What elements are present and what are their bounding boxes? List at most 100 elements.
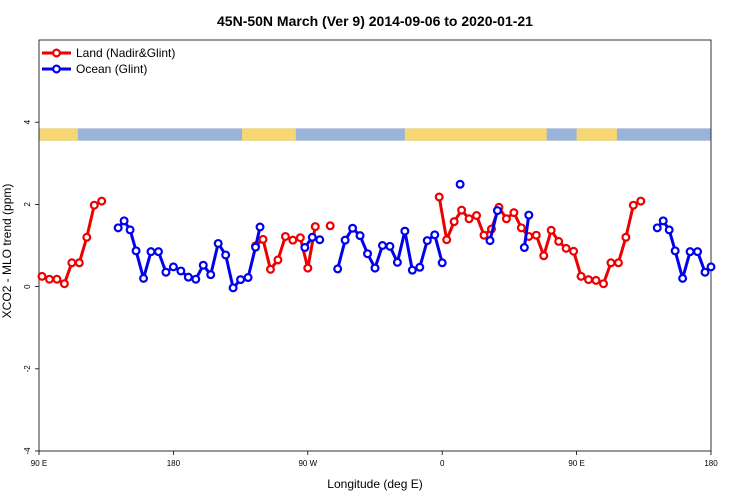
legend-marker-land <box>51 48 61 58</box>
data-point <box>333 264 343 274</box>
data-point <box>519 243 529 253</box>
series-land <box>37 192 646 289</box>
series-line <box>522 214 531 248</box>
data-point <box>385 241 395 251</box>
data-point <box>628 200 638 210</box>
data-point <box>569 246 579 256</box>
data-point <box>400 226 410 236</box>
data-point <box>430 230 440 240</box>
data-point <box>479 230 489 240</box>
data-point <box>198 260 208 270</box>
data-point <box>348 223 358 233</box>
data-point <box>652 223 662 233</box>
data-point <box>377 241 387 251</box>
data-point <box>693 247 703 257</box>
land-ocean-strip <box>39 128 711 141</box>
data-point <box>442 235 452 245</box>
data-point <box>176 266 186 276</box>
data-point <box>706 262 716 272</box>
series-line <box>488 210 499 241</box>
data-point <box>113 223 123 233</box>
y-tick-label: -2 <box>23 365 32 373</box>
data-point <box>584 275 594 285</box>
series-ocean <box>113 179 716 293</box>
data-point <box>59 279 69 289</box>
data-point <box>255 222 265 232</box>
legend-item-ocean: Ocean (Glint) <box>42 62 147 76</box>
y-axis-ticks: -4 -2 0 2 4 <box>23 119 39 455</box>
data-point <box>310 222 320 232</box>
y-tick-label: 0 <box>23 284 32 289</box>
data-point <box>146 247 156 257</box>
series-line <box>437 196 642 286</box>
data-point <box>658 216 668 226</box>
x-tick-label: 180 <box>704 459 718 468</box>
data-point <box>228 283 238 293</box>
data-point <box>464 214 474 224</box>
data-point <box>355 231 365 241</box>
data-point <box>168 262 178 272</box>
y-tick-label: 2 <box>23 202 32 207</box>
data-point <box>125 225 135 235</box>
data-point <box>82 232 92 242</box>
chart-title: 45N-50N March (Ver 9) 2014-09-06 to 2020… <box>217 13 533 29</box>
data-point <box>221 250 231 260</box>
data-point <box>434 192 444 202</box>
data-point <box>531 230 541 240</box>
data-point <box>685 247 695 257</box>
data-point <box>325 221 335 231</box>
data-point <box>236 275 246 285</box>
legend-item-land: Land (Nadir&Glint) <box>42 46 175 60</box>
data-point <box>576 271 586 281</box>
data-point <box>598 279 608 289</box>
legend: Land (Nadir&Glint) Ocean (Glint) <box>42 46 175 76</box>
data-point <box>561 243 571 253</box>
series-layer <box>37 179 716 293</box>
data-point <box>700 267 710 277</box>
y-tick-label: -4 <box>23 447 32 455</box>
data-point <box>437 258 447 268</box>
data-point <box>670 246 680 256</box>
data-point <box>183 272 193 282</box>
data-point <box>591 275 601 285</box>
data-point <box>370 263 380 273</box>
data-point <box>307 232 317 242</box>
y-tick-label: 4 <box>23 119 32 124</box>
land-band <box>39 128 78 141</box>
data-point <box>89 200 99 210</box>
data-point <box>455 179 465 189</box>
data-point <box>315 235 325 245</box>
data-point <box>119 216 129 226</box>
data-point <box>501 214 511 224</box>
data-point <box>472 210 482 220</box>
x-tick-label: 90 W <box>298 459 317 468</box>
data-point <box>613 258 623 268</box>
data-point <box>67 258 77 268</box>
data-point <box>485 236 495 246</box>
data-point <box>265 264 275 274</box>
data-point <box>392 257 402 267</box>
series-line <box>41 199 103 286</box>
data-point <box>303 263 313 273</box>
data-point <box>363 249 373 259</box>
data-point <box>636 196 646 206</box>
y-axis-label: XCO2 - MLO trend (ppm) <box>0 184 14 319</box>
data-point <box>524 210 534 220</box>
land-band <box>404 128 547 141</box>
x-tick-label: 180 <box>167 459 181 468</box>
data-point <box>509 208 519 218</box>
data-point <box>131 246 141 256</box>
x-tick-label: 90 E <box>31 459 47 468</box>
legend-label-land: Land (Nadir&Glint) <box>76 46 175 60</box>
data-point <box>457 205 467 215</box>
data-point <box>139 273 149 283</box>
data-point <box>191 274 201 284</box>
data-point <box>288 235 298 245</box>
data-point <box>546 225 556 235</box>
data-point <box>206 270 216 280</box>
data-point <box>213 238 223 248</box>
data-point <box>37 271 47 281</box>
data-point <box>161 267 171 277</box>
data-point <box>243 273 253 283</box>
